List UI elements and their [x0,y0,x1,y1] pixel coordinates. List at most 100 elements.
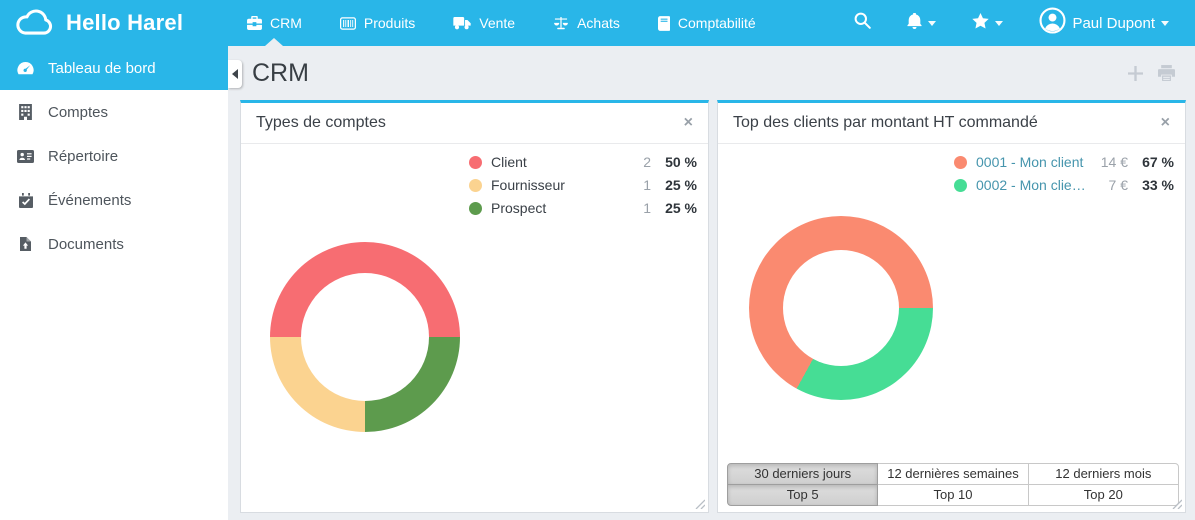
book-icon [657,15,670,31]
sidebar-item-label: Documents [48,235,124,253]
file-upload-icon [16,237,35,251]
legend-percent: 25 % [665,177,697,193]
close-icon[interactable]: × [683,114,693,131]
sidebar-item-documents[interactable]: Documents [0,222,228,266]
accounts-donut [270,242,460,432]
widget-header: Types de comptes × [241,103,708,144]
sidebar-item-tableau-de-bord[interactable]: Tableau de bord [0,46,228,90]
chevron-down-icon [928,20,937,26]
top-20-button[interactable]: Top 20 [1027,484,1179,506]
sidebar-item-label: Tableau de bord [48,59,156,77]
user-name: Paul Dupont [1072,14,1155,32]
chevron-left-icon [232,69,238,79]
top-clients-donut [749,216,933,400]
legend-dot [469,201,482,215]
add-widget-button[interactable] [1128,65,1143,81]
chevron-down-icon [995,20,1004,26]
sidebar-item-comptes[interactable]: Comptes [0,90,228,134]
legend-label: Prospect [491,200,547,216]
search-icon [854,12,872,34]
topbar-actions: Paul Dupont [836,0,1195,46]
calendar-check-icon [16,192,35,208]
legend-label: Client [491,154,527,170]
user-circle-icon [1039,7,1066,39]
sidebar: Tableau de bord Comptes Répertoire Événe… [0,46,228,520]
top-10-button[interactable]: Top 10 [877,484,1029,506]
sidebar-item-label: Répertoire [48,147,119,165]
cloud-logo-icon [14,9,56,38]
nav-label: Achats [577,15,620,31]
brand-name: Hello Harel [66,10,184,35]
briefcase-icon [247,16,262,30]
legend-dot [954,178,967,192]
user-menu[interactable]: Paul Dupont [1021,0,1187,46]
legend-item: Fournisseur 1 25 % [469,177,697,193]
address-card-icon [16,149,35,163]
legend-percent: 67 % [1142,154,1174,170]
widget-top-clients: Top des clients par montant HT commandé … [717,100,1186,513]
favorites-menu[interactable] [954,0,1021,46]
legend-item: Prospect 1 25 % [469,200,697,216]
main-content: CRM Types de comptes × [228,46,1195,520]
legend-amount: 7 € [1108,177,1128,193]
chart-filter-buttons: 30 derniers jours 12 dernières semaines … [727,463,1179,506]
nav-item-comptabilite[interactable]: Comptabilité [639,0,775,46]
legend-item: 0002 - Mon client par… 7 € 33 % [954,177,1174,193]
legend-client-link[interactable]: 0001 - Mon client [976,154,1084,170]
top-n-button-group: Top 5 Top 10 Top 20 [727,484,1179,506]
legend-amount: 14 € [1100,154,1128,170]
legend-item: 0001 - Mon client 14 € 67 % [954,154,1174,170]
collapse-sidebar-toggle[interactable] [228,60,242,88]
chevron-down-icon [1161,20,1169,26]
resize-handle[interactable] [1172,499,1183,510]
nav-item-produits[interactable]: Produits [321,0,434,46]
sidebar-item-evenements[interactable]: Événements [0,178,228,222]
plus-icon [1128,65,1143,81]
bell-icon [907,12,922,34]
legend-label: Fournisseur [491,177,565,193]
legend-count: 1 [643,200,651,216]
legend-percent: 25 % [665,200,697,216]
nav-item-vente[interactable]: Vente [434,0,534,46]
sidebar-item-repertoire[interactable]: Répertoire [0,134,228,178]
building-icon [16,104,35,120]
sidebar-item-label: Comptes [48,103,109,121]
legend-dot [954,155,967,169]
brand-home-link[interactable]: Hello Harel [0,0,228,46]
dashboard-icon [16,61,35,76]
star-icon [972,12,990,34]
search-button[interactable] [836,0,889,46]
page-header: CRM [228,46,1195,100]
legend-item: Client 2 50 % [469,154,697,170]
resize-handle[interactable] [695,499,706,510]
period-button-group: 30 derniers jours 12 dernières semaines … [727,463,1179,485]
dashboard-widgets: Types de comptes × Client 2 50 % Fournis… [240,100,1186,513]
nav-label: Comptabilité [677,15,756,31]
page-header-actions [1128,65,1175,81]
widget-title: Types de comptes [256,114,386,131]
nav-label: CRM [270,15,302,31]
legend-count: 2 [643,154,651,170]
period-button-30-jours[interactable]: 30 derniers jours [727,463,879,485]
nav-label: Vente [479,15,516,31]
print-button[interactable] [1158,65,1175,81]
period-button-12-mois[interactable]: 12 derniers mois [1027,463,1179,485]
legend-percent: 50 % [665,154,697,170]
top-5-button[interactable]: Top 5 [727,484,879,506]
close-icon[interactable]: × [1160,114,1170,131]
chart-legend: Client 2 50 % Fournisseur 1 25 % Prospec… [469,154,697,223]
printer-icon [1158,65,1175,81]
balance-scale-icon [553,16,569,30]
legend-client-link[interactable]: 0002 - Mon client par… [976,177,1086,193]
nav-item-crm[interactable]: CRM [228,0,321,46]
legend-percent: 33 % [1142,177,1174,193]
nav-label: Produits [363,15,416,31]
barcode-icon [339,16,356,30]
nav-item-achats[interactable]: Achats [534,0,639,46]
truck-icon [453,16,471,30]
widget-types-de-comptes: Types de comptes × Client 2 50 % Fournis… [240,100,709,513]
notifications-menu[interactable] [889,0,954,46]
chart-legend: 0001 - Mon client 14 € 67 % 0002 - Mon c… [954,154,1174,200]
period-button-12-semaines[interactable]: 12 dernières semaines [877,463,1029,485]
